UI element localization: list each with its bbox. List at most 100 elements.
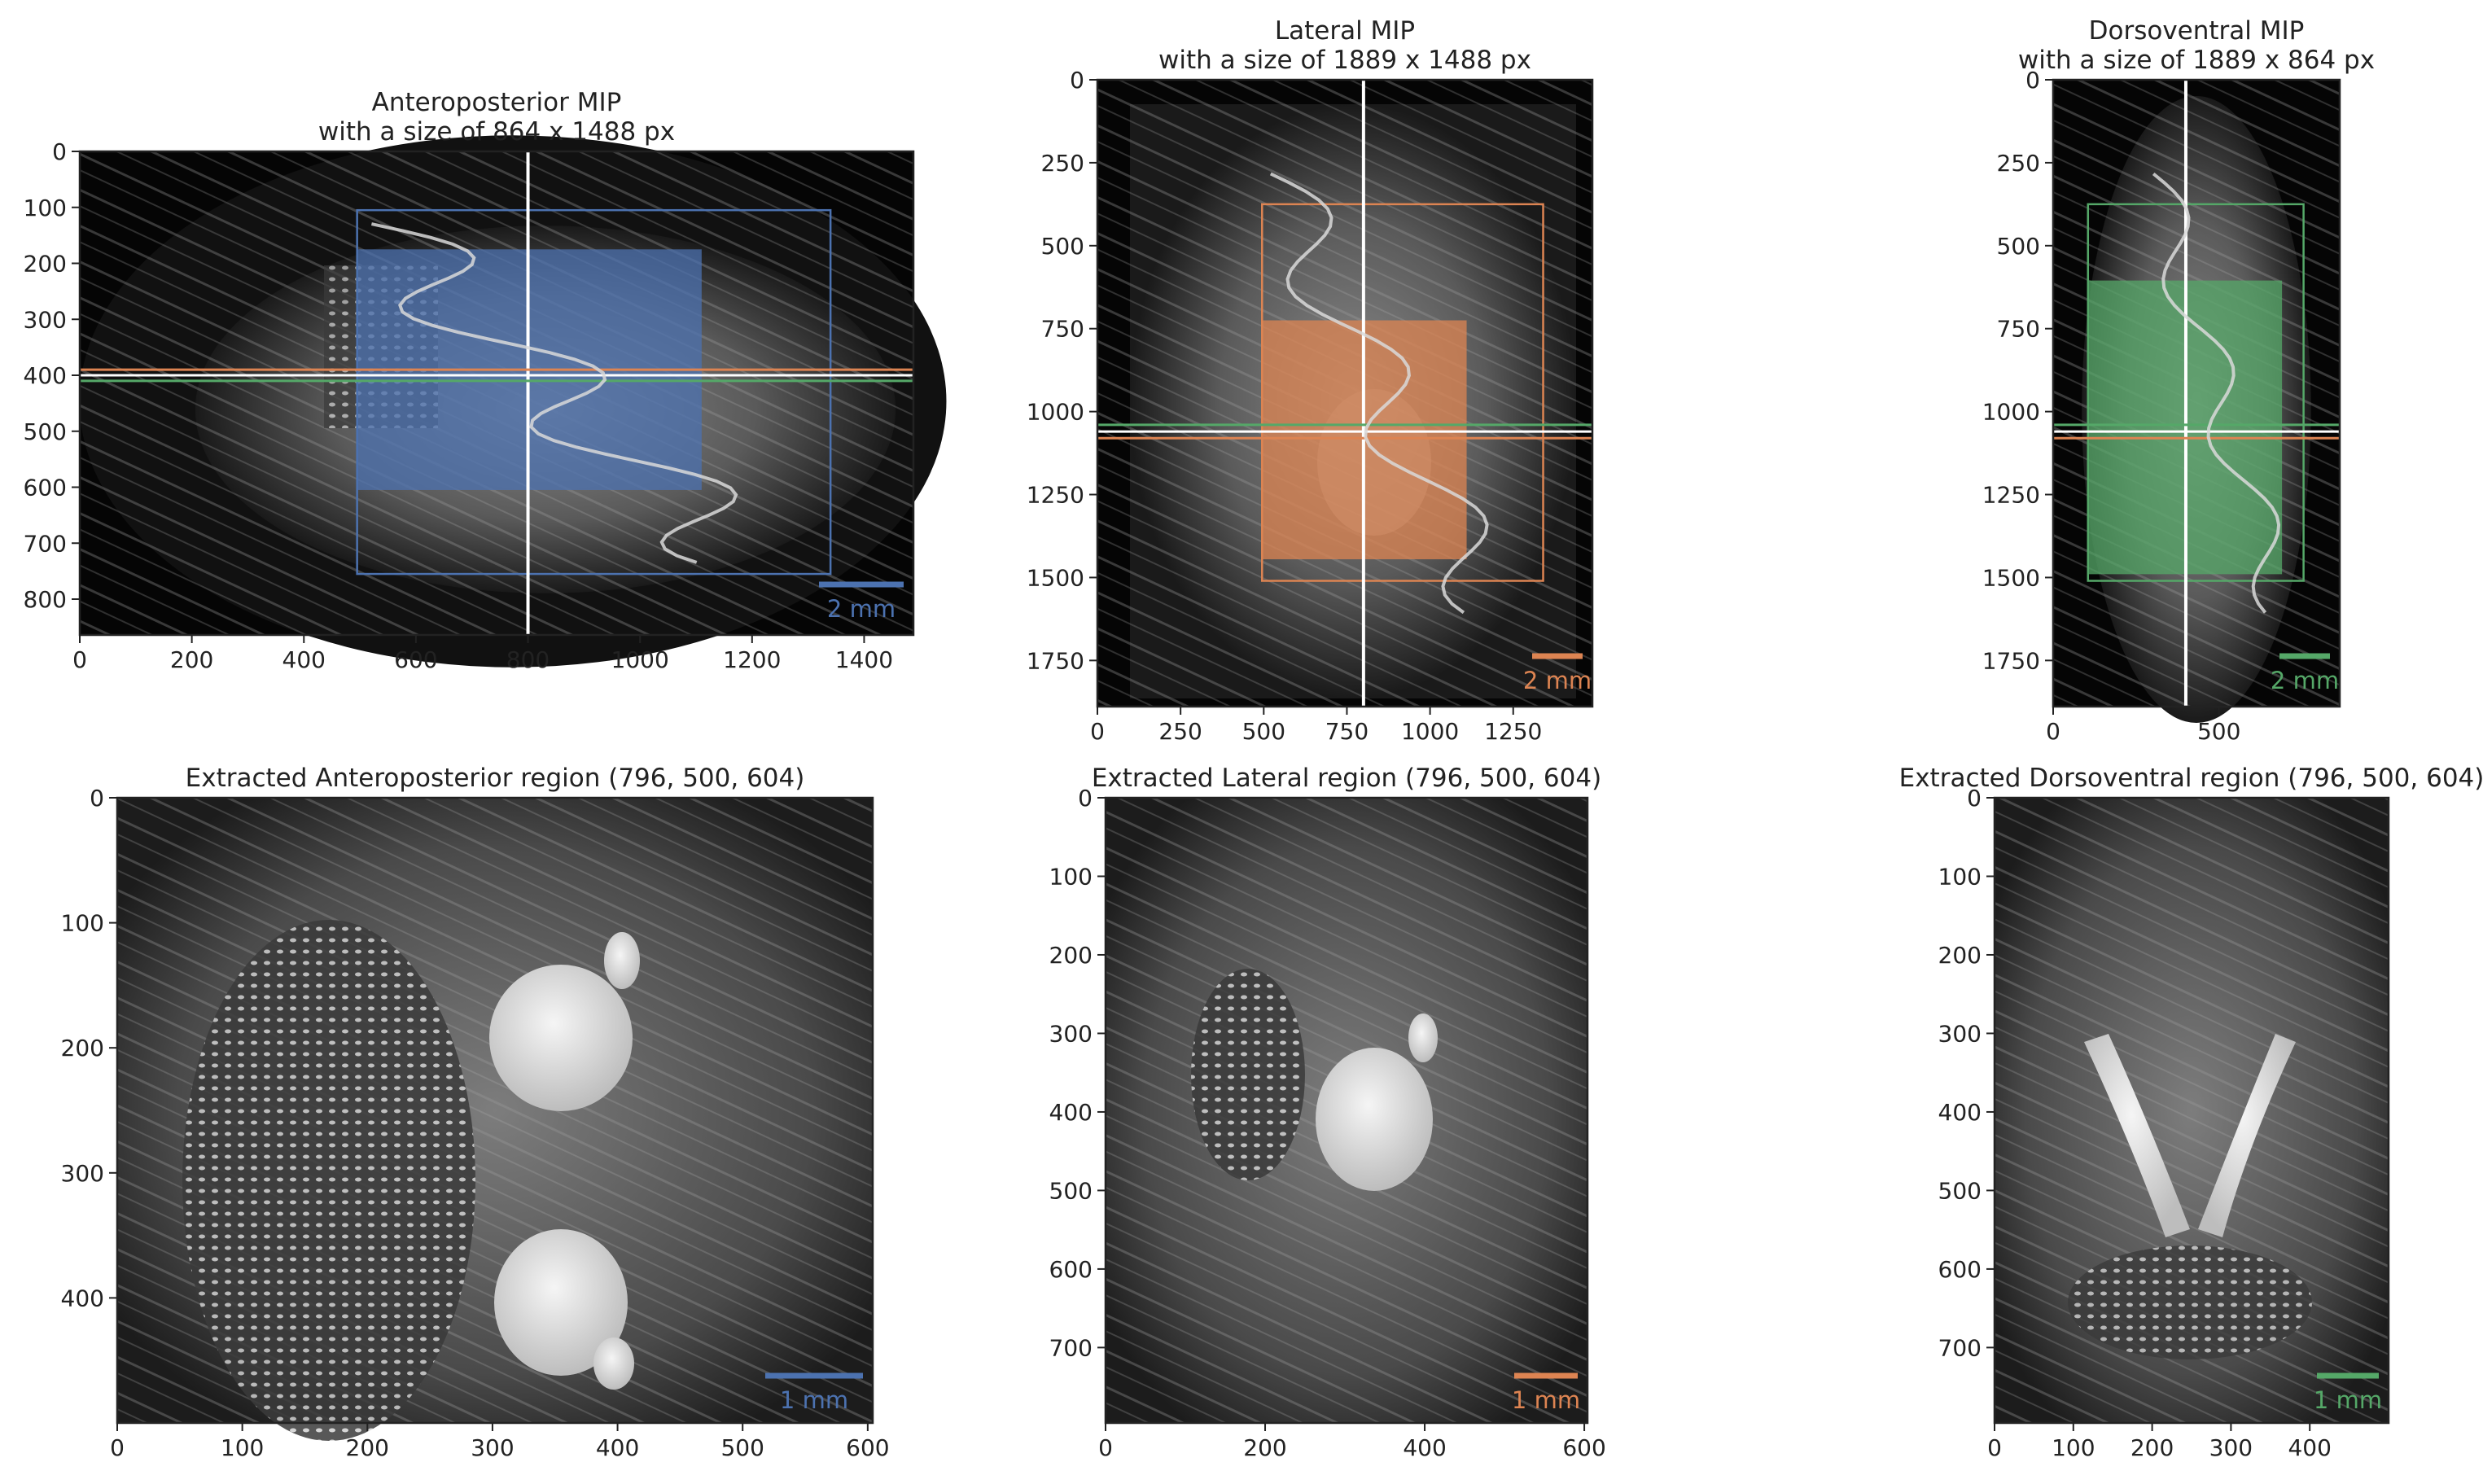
y-tick-label: 750 (1997, 316, 2040, 343)
x-tick-label: 0 (72, 646, 87, 673)
intensity-profile (370, 222, 738, 564)
panel-dv-region: 0 100 200 300 400 0 100 200 300 400 500 600 700 Extra… (1899, 764, 2483, 1461)
y-tick-label: 300 (24, 306, 67, 333)
x-tick-label: 600 (394, 646, 437, 673)
scale-bar-label: 1 mm (1512, 1386, 1580, 1414)
x-tick-label: 1400 (835, 646, 893, 673)
scale-bar-label: 2 mm (2271, 667, 2339, 694)
y-tick-label: 400 (1049, 1099, 1093, 1126)
x-tick-label: 100 (221, 1434, 264, 1461)
axes-frame (2052, 78, 2341, 708)
panel-title: Dorsoventral MIP (2089, 16, 2305, 46)
x-tick-label: 500 (720, 1434, 764, 1461)
x-tick-label: 300 (2209, 1434, 2253, 1461)
y-tick-label: 400 (1938, 1099, 1982, 1126)
y-tick-label: 100 (1938, 863, 1982, 890)
axes-frame (1096, 78, 1594, 708)
x-tick-label: 100 (2052, 1434, 2095, 1461)
x-tick-label: 0 (2046, 718, 2060, 745)
panel-title: Lateral MIP (1275, 16, 1415, 46)
y-tick-label: 400 (24, 362, 67, 389)
search-box (2087, 203, 2305, 582)
y-tick-label: 600 (1049, 1256, 1093, 1283)
scale-bar-label: 1 mm (780, 1386, 848, 1414)
panel-lat-region: 0 200 400 600 0 100 200 300 400 500 600 700 Extracte… (1049, 764, 1606, 1461)
y-tick-label: 1250 (1982, 482, 2040, 509)
x-tick-label: 1250 (1484, 718, 1542, 745)
x-tick-label: 400 (2288, 1434, 2331, 1461)
search-box (1261, 203, 1544, 582)
axes-frame (1993, 796, 2390, 1425)
panel-title: Extracted Dorsoventral region (796, 500,… (1899, 764, 2483, 793)
otolith-small-lower (593, 1337, 634, 1390)
y-tick-label: 600 (1938, 1256, 1982, 1283)
y-tick-label: 800 (24, 586, 67, 613)
y-tick-label: 100 (24, 195, 67, 221)
tooth-cluster (1191, 969, 1305, 1180)
otolith-lower (494, 1229, 628, 1376)
y-tick-label: 1250 (1027, 482, 1084, 509)
y-tick-label: 750 (1041, 316, 1084, 343)
y-tick-label: 300 (1049, 1020, 1093, 1047)
search-box (356, 208, 832, 576)
y-tick-label: 200 (1938, 942, 1982, 969)
x-tick-label: 600 (846, 1434, 889, 1461)
x-tick-label: 500 (2197, 718, 2240, 745)
axes-frame (78, 150, 915, 637)
axes-frame (116, 796, 874, 1425)
y-tick-label: 400 (61, 1285, 104, 1311)
y-tick-label: 500 (1997, 233, 2040, 260)
y-tick-label: 0 (2025, 67, 2040, 94)
x-tick-label: 0 (110, 1434, 125, 1461)
x-tick-label: 200 (1243, 1434, 1286, 1461)
x-tick-label: 0 (1987, 1434, 2002, 1461)
y-tick-label: 700 (24, 530, 67, 557)
panel-ap-mip: 0 200 400 600 800 1000 1200 1400 0 100 200 300 400 50… (24, 88, 947, 673)
y-tick-label: 250 (1041, 150, 1084, 177)
y-tick-label: 1000 (1027, 399, 1084, 426)
y-tick-label: 1500 (1027, 564, 1084, 591)
panel-title: with a size of 1889 x 1488 px (1158, 46, 1531, 75)
y-tick-label: 100 (1049, 863, 1093, 890)
x-tick-label: 1000 (1401, 718, 1459, 745)
x-tick-label: 400 (596, 1434, 639, 1461)
y-tick-label: 0 (1078, 785, 1093, 812)
x-tick-label: 250 (1158, 718, 1202, 745)
otolith (1316, 1048, 1433, 1191)
y-tick-label: 250 (1997, 150, 2040, 177)
otolith-small (1408, 1013, 1438, 1062)
x-tick-label: 400 (282, 646, 326, 673)
x-tick-label: 0 (1098, 1434, 1113, 1461)
y-tick-label: 0 (1967, 785, 1982, 812)
panel-dv-mip: 0 500 0 250 500 750 1000 1250 1500 1750 Dorsoventr… (1982, 16, 2375, 745)
y-tick-label: 700 (1938, 1334, 1982, 1361)
y-tick-label: 300 (1938, 1020, 1982, 1047)
x-tick-label: 400 (1403, 1434, 1446, 1461)
panel-title: Extracted Lateral region (796, 500, 604) (1092, 764, 1601, 793)
scale-bar-label: 2 mm (1523, 667, 1592, 694)
y-tick-label: 1500 (1982, 564, 2040, 591)
x-tick-label: 300 (471, 1434, 514, 1461)
y-tick-label: 500 (1938, 1177, 1982, 1204)
x-tick-label: 500 (1242, 718, 1285, 745)
y-tick-label: 500 (1041, 233, 1084, 260)
otolith-upper (489, 965, 633, 1111)
x-tick-label: 200 (170, 646, 213, 673)
tooth-row (2068, 1245, 2312, 1359)
x-tick-label: 600 (1562, 1434, 1605, 1461)
x-tick-label: 1200 (723, 646, 781, 673)
y-tick-label: 600 (24, 475, 67, 501)
panel-lat-mip: 0 250 500 750 1000 1250 0 250 500 750 1000 1250 1500… (1027, 16, 1594, 745)
y-tick-label: 100 (61, 910, 104, 937)
panel-title: with a size of 1889 x 864 px (2018, 46, 2375, 75)
y-tick-label: 700 (1049, 1334, 1093, 1361)
y-tick-label: 1750 (1027, 647, 1084, 674)
x-tick-label: 800 (506, 646, 550, 673)
panel-title: Extracted Anteroposterior region (796, 5… (186, 764, 805, 793)
otolith-left (2084, 1034, 2190, 1237)
panel-ap-region: 0 100 200 300 400 500 600 0 100 200 300 400 Extracte… (61, 764, 890, 1461)
intensity-profile (2152, 172, 2281, 614)
x-tick-label: 200 (2130, 1434, 2174, 1461)
panel-title: with a size of 864 x 1488 px (318, 117, 675, 147)
